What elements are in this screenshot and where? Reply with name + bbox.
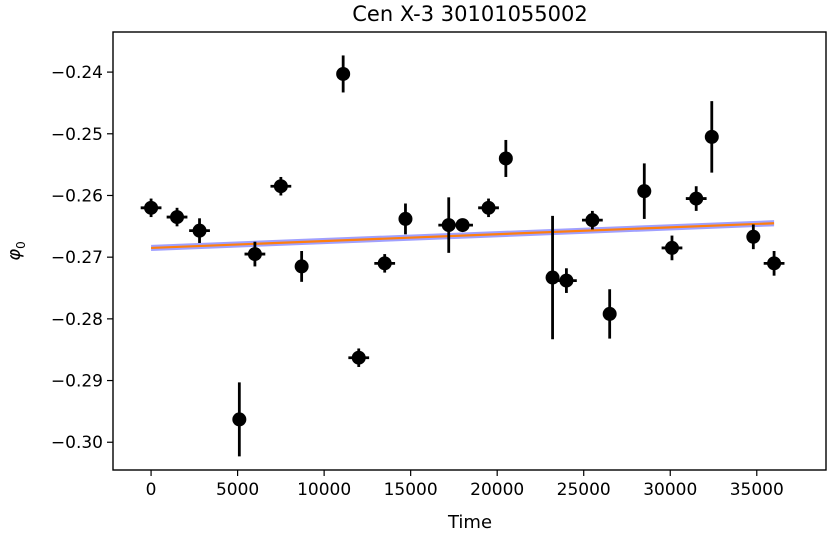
data-marker (247, 247, 262, 262)
y-tick-label: −0.26 (51, 186, 103, 206)
data-marker (377, 256, 392, 271)
y-axis-label-symbol: φ (4, 249, 25, 261)
y-tick-label: −0.30 (51, 433, 103, 453)
y-axis-label-subscript: 0 (14, 241, 28, 249)
data-point (166, 207, 188, 227)
data-marker (481, 200, 496, 215)
data-point (232, 382, 247, 457)
data-point (685, 186, 707, 211)
data-marker (545, 270, 560, 285)
data-point (398, 203, 413, 235)
data-point (746, 224, 761, 250)
data-point (374, 254, 396, 273)
data-point (348, 348, 370, 367)
data-marker (498, 151, 513, 166)
data-point (336, 55, 351, 93)
y-tick-label: −0.25 (51, 125, 103, 145)
data-point (602, 289, 617, 339)
data-point (270, 176, 292, 196)
data-point (704, 101, 719, 173)
data-marker (398, 211, 413, 226)
x-tick-label: 0 (146, 480, 157, 500)
x-axis-label: Time (447, 512, 492, 533)
x-axis-ticks: 0 5000 10000 15000 20000 25000 30000 35000 (146, 470, 784, 500)
y-axis-ticks: −0.24 −0.25 −0.26 −0.27 −0.28 −0.29 −0.30 (51, 63, 113, 453)
y-axis-label: φ0 (4, 241, 28, 261)
data-point (452, 218, 473, 233)
data-point (581, 210, 603, 230)
data-marker (704, 129, 719, 144)
y-tick-label: −0.28 (51, 310, 103, 330)
data-point (189, 218, 210, 243)
y-tick-label: −0.27 (51, 248, 103, 268)
data-marker (602, 306, 617, 321)
chart-title: Cen X-3 30101055002 (352, 2, 588, 26)
data-point (244, 241, 266, 267)
data-marker (767, 256, 782, 271)
data-point (140, 198, 162, 218)
data-marker (232, 412, 247, 427)
data-marker (746, 229, 761, 244)
x-tick-label: 10000 (297, 480, 351, 500)
x-tick-label: 20000 (470, 480, 524, 500)
x-tick-label: 35000 (730, 480, 784, 500)
plot-frame (112, 31, 827, 471)
x-tick-label: 30000 (643, 480, 697, 500)
data-point (637, 163, 652, 219)
data-point (478, 198, 499, 218)
data-marker (559, 273, 574, 288)
data-point (498, 139, 513, 177)
data-marker (664, 240, 679, 255)
data-marker (637, 184, 652, 199)
x-tick-label: 5000 (216, 480, 259, 500)
data-marker (585, 213, 600, 228)
data-marker (144, 200, 159, 215)
data-point (661, 235, 683, 261)
data-point (556, 268, 577, 293)
data-marker (294, 259, 309, 274)
data-marker (336, 66, 351, 81)
data-marker (192, 223, 207, 238)
data-marker (455, 218, 470, 233)
plot-area (140, 55, 785, 457)
data-marker (441, 218, 456, 233)
x-tick-label: 15000 (384, 480, 438, 500)
x-tick-label: 25000 (557, 480, 611, 500)
data-point (763, 251, 785, 276)
data-marker (170, 210, 185, 225)
y-tick-label: −0.24 (51, 63, 103, 83)
data-point (294, 251, 309, 282)
y-tick-label: −0.29 (51, 372, 103, 392)
data-point (438, 197, 460, 253)
data-marker (351, 350, 366, 365)
data-marker (689, 191, 704, 206)
data-marker (273, 179, 288, 194)
